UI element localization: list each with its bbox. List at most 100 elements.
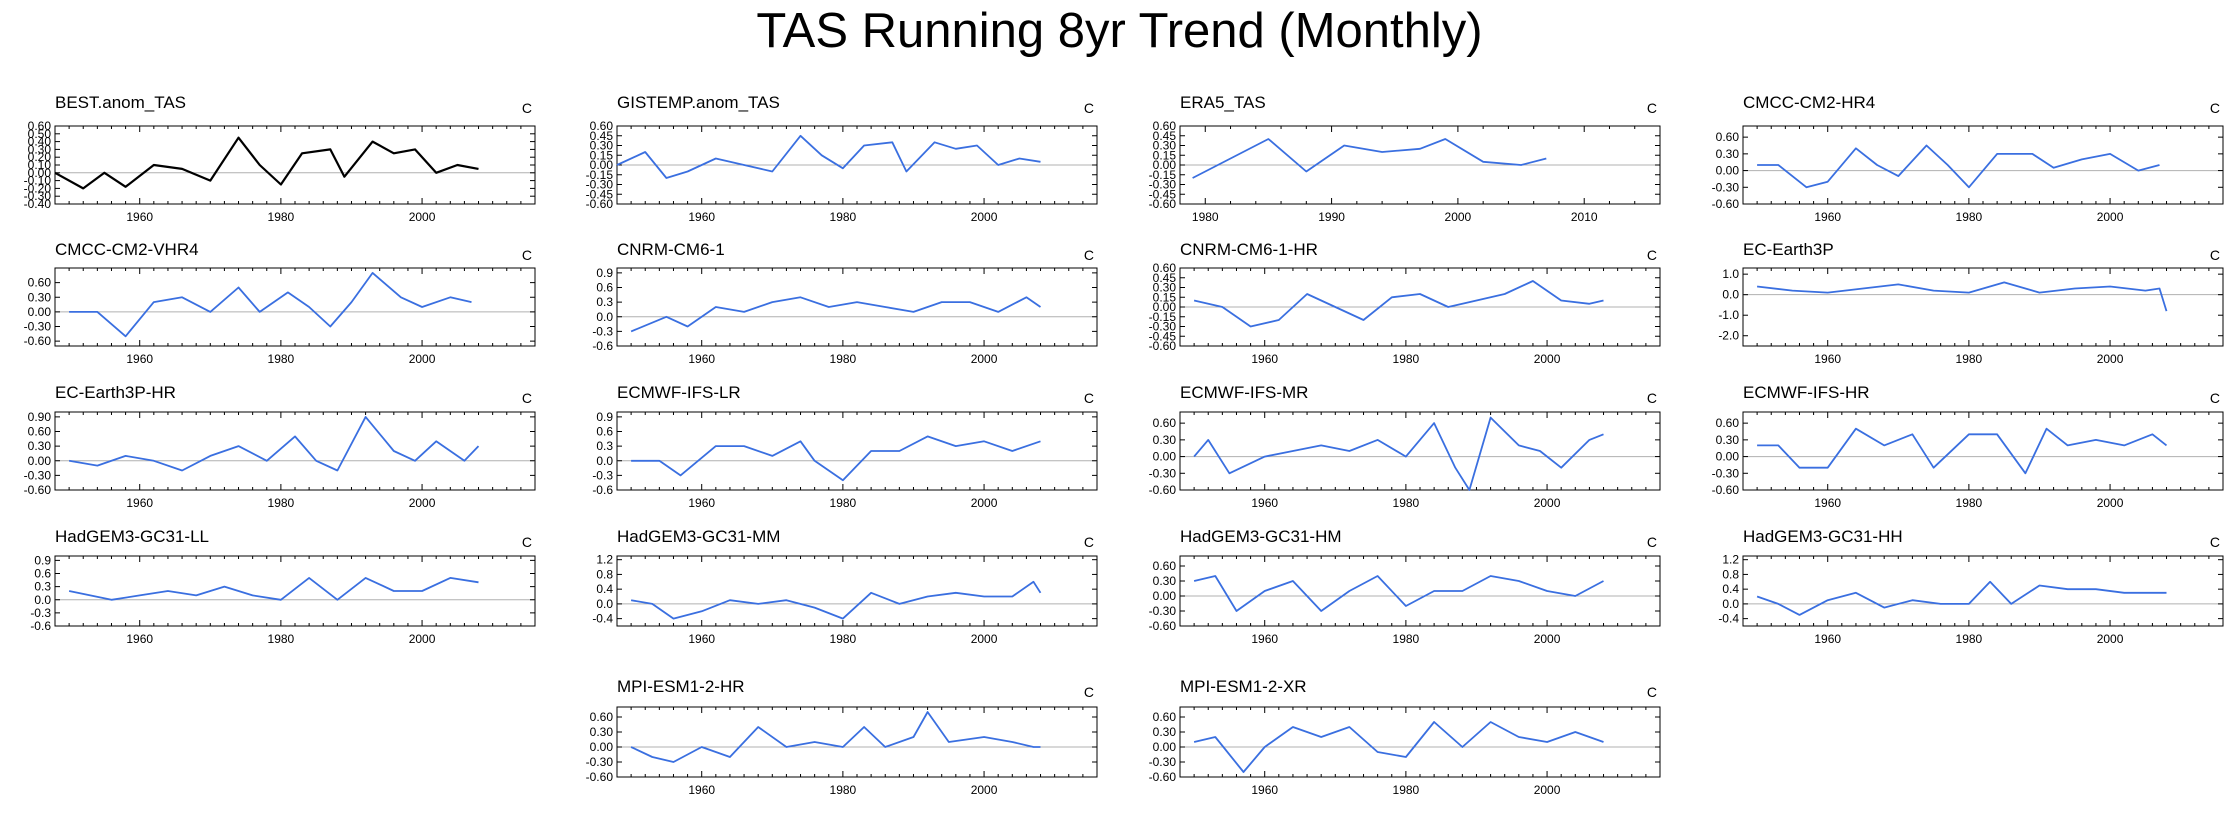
y-tick-label: 0.00: [1716, 450, 1740, 464]
y-tick-label: 0.6: [596, 281, 613, 295]
panel-title: CMCC-CM2-HR4: [1743, 93, 1875, 112]
y-tick-label: -0.45: [1149, 329, 1177, 343]
plot-frame: [616, 706, 1098, 778]
plot-frame: [1742, 555, 2224, 627]
y-tick-label: 0.60: [1153, 559, 1177, 573]
panel-title: ECMWF-IFS-HR: [1743, 383, 1870, 402]
y-tick-label: 0.0: [596, 454, 613, 468]
y-tick-label: 0.60: [1153, 261, 1177, 275]
x-tick-label: 1990: [1318, 210, 1345, 224]
y-tick-label: 0.4: [596, 582, 613, 596]
y-tick-label: -0.30: [1712, 180, 1740, 194]
chart-panel: BEST.anom_TAS C 0.600.500.400.300.200.100.…: [24, 93, 536, 224]
y-tick-label: -0.30: [1149, 755, 1177, 769]
chart-panel: ECMWF-IFS-HR C 0.60 0.30 0.00 -0.30 -0.60 1960 1…: [1712, 383, 2224, 510]
x-tick-label: 1980: [1956, 352, 1983, 366]
panel-units: C: [2210, 100, 2220, 116]
x-tick-label: 1960: [1251, 352, 1278, 366]
panel-units: C: [1647, 534, 1657, 550]
y-tick-label: 0.00: [28, 166, 52, 180]
y-tick-label: 1.0: [1722, 267, 1739, 281]
plot-frame: [1742, 125, 2224, 205]
y-tick-label: 0.00: [28, 454, 52, 468]
x-tick-label: 1960: [688, 210, 715, 224]
x-tick-label: 1980: [830, 632, 857, 646]
y-tick-label: -0.45: [586, 187, 614, 201]
y-tick-label: -0.30: [24, 468, 52, 482]
y-tick-label: 0.0: [596, 310, 613, 324]
y-tick-label: 0.00: [28, 305, 52, 319]
x-tick-label: 1980: [268, 632, 295, 646]
y-tick-label: 0.0: [596, 597, 613, 611]
y-tick-label: -0.60: [1149, 619, 1177, 633]
x-tick-label: 2000: [971, 783, 998, 797]
series-line: [630, 296, 1042, 333]
panel-title: ERA5_TAS: [1180, 93, 1266, 112]
y-tick-label: -0.4: [1718, 612, 1739, 626]
x-tick-label: 2000: [1534, 352, 1561, 366]
x-tick-label: 2000: [971, 210, 998, 224]
plot-frame: [1179, 706, 1661, 778]
chart-panel: HadGEM3-GC31-HM C 0.600.300.00-0.30-0.60 19…: [1149, 527, 1661, 646]
plot-frame: [1742, 411, 2224, 491]
chart-panel: CNRM-CM6-1 C 0.90.60.30.0-0.3-0.6 1960 1980 2…: [592, 240, 1098, 366]
chart-panel: ECMWF-IFS-LR C 0.90.60.30.0-0.3-0.6 1960 198…: [592, 383, 1098, 510]
x-tick-label: 2000: [971, 352, 998, 366]
series-line: [1756, 580, 2167, 616]
series-line: [1193, 575, 1604, 612]
x-tick-label: 2000: [2097, 632, 2124, 646]
y-tick-label: 0.30: [28, 439, 52, 453]
y-tick-label: 1.2: [596, 553, 613, 567]
x-tick-label: 1960: [126, 210, 153, 224]
panel-title: HadGEM3-GC31-HM: [1180, 527, 1342, 546]
panel-title: HadGEM3-GC31-LL: [55, 527, 209, 546]
x-tick-label: 1960: [688, 352, 715, 366]
y-tick-label: 0.90: [28, 410, 52, 424]
x-tick-label: 1960: [1814, 210, 1841, 224]
panel-units: C: [522, 247, 532, 263]
y-tick-label: 0.60: [1153, 416, 1177, 430]
chart-panel: HadGEM3-GC31-HH C 1.20.80.40.0-0.4 1960 1980…: [1718, 527, 2224, 646]
y-tick-label: 0.0: [1722, 597, 1739, 611]
y-tick-label: 0.9: [34, 553, 51, 567]
series-line: [1192, 138, 1547, 179]
y-tick-label: -0.60: [1149, 339, 1177, 353]
y-tick-label: 0.30: [1153, 433, 1177, 447]
x-tick-label: 1980: [268, 352, 295, 366]
y-tick-label: 0.50: [28, 127, 52, 141]
chart-panel: ECMWF-IFS-MR C 0.60 0.30 0.00 -0.30 -0.60 1960 1…: [1149, 383, 1661, 510]
x-tick-label: 2000: [409, 352, 436, 366]
y-tick-label: 0.60: [1153, 119, 1177, 133]
y-tick-label: -0.60: [24, 483, 52, 497]
figure-title: TAS Running 8yr Trend (Monthly): [756, 4, 1483, 58]
x-tick-label: 2000: [2097, 210, 2124, 224]
y-tick-label: 0.15: [1153, 148, 1177, 162]
panel-title: ECMWF-IFS-LR: [617, 383, 741, 402]
panel-units: C: [1084, 534, 1094, 550]
y-tick-label: 0.9: [596, 410, 613, 424]
y-tick-label: 0.30: [1153, 725, 1177, 739]
y-tick-label: 1.2: [1722, 553, 1739, 567]
panel-units: C: [1647, 390, 1657, 406]
series-line: [1193, 416, 1604, 491]
x-tick-label: 2000: [409, 632, 436, 646]
y-tick-label: -0.60: [1149, 197, 1177, 211]
y-tick-label: -0.15: [1149, 168, 1177, 182]
x-tick-label: 1960: [1251, 632, 1278, 646]
chart-panel: EC-Earth3P-HR C 0.900.600.300.00-0.30-0.60…: [24, 383, 536, 510]
chart-panel: HadGEM3-GC31-MM C 1.20.80.40.0-0.4 1960 1980…: [592, 527, 1098, 646]
x-tick-label: 1960: [1251, 783, 1278, 797]
x-tick-label: 2000: [971, 632, 998, 646]
y-tick-label: -0.30: [1149, 178, 1177, 192]
y-tick-label: 0.60: [1716, 416, 1740, 430]
x-tick-label: 2000: [2097, 352, 2124, 366]
y-tick-label: -0.15: [586, 168, 614, 182]
y-tick-label: 0.30: [1153, 139, 1177, 153]
x-tick-label: 2000: [1534, 632, 1561, 646]
y-tick-label: 0.30: [1153, 281, 1177, 295]
x-tick-label: 1980: [1393, 352, 1420, 366]
chart-panel: GISTEMP.anom_TAS C0.600.450.300.150.00-0.…: [586, 93, 1098, 224]
y-tick-label: -0.45: [1149, 187, 1177, 201]
y-tick-label: -0.60: [1149, 483, 1177, 497]
y-tick-label: -0.30: [1149, 466, 1177, 480]
